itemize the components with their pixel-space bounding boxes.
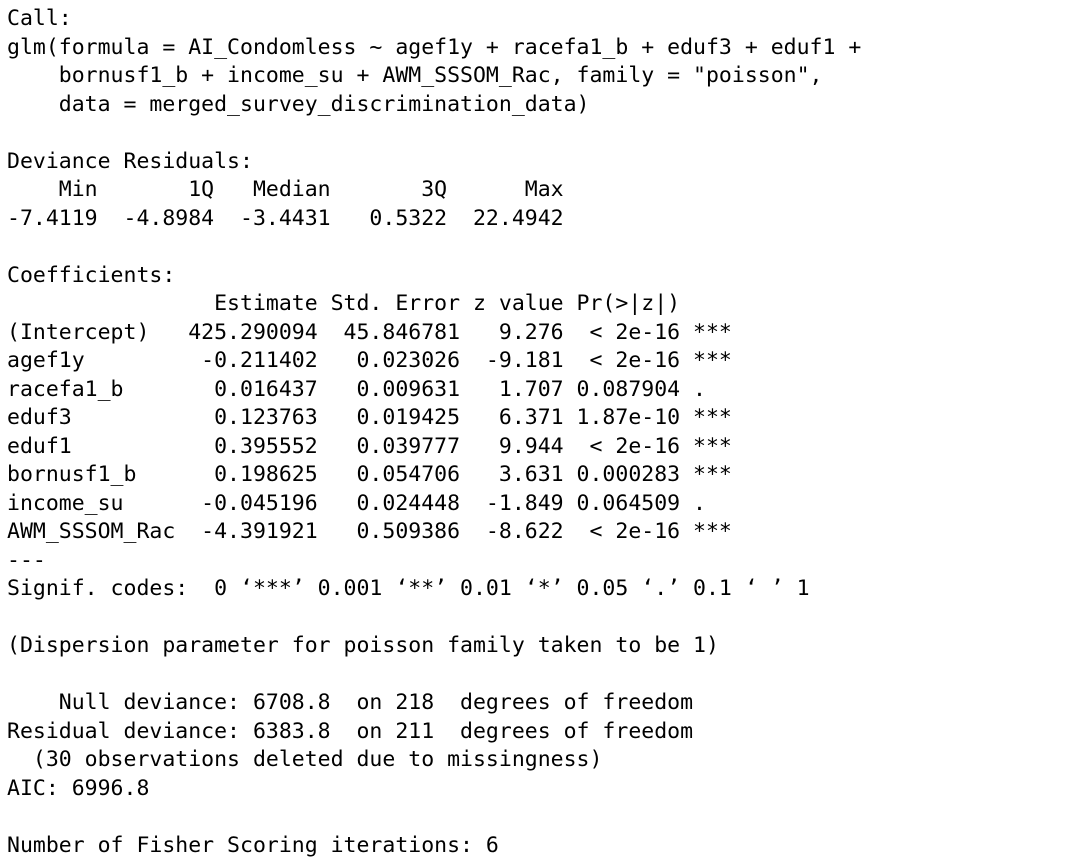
call-header: Call: <box>7 5 1073 34</box>
coefficients-row-racefa1-b: racefa1_b 0.016437 0.009631 1.707 0.0879… <box>7 376 1073 405</box>
deviance-residuals-columns: Min 1Q Median 3Q Max <box>7 176 1073 205</box>
coefficients-row-eduf3: eduf3 0.123763 0.019425 6.371 1.87e-10 *… <box>7 404 1073 433</box>
aic-value: AIC: 6996.8 <box>7 775 1073 804</box>
call-formula-line-3: data = merged_survey_discrimination_data… <box>7 91 1073 120</box>
null-deviance: Null deviance: 6708.8 on 218 degrees of … <box>7 689 1073 718</box>
missingness-note: (30 observations deleted due to missingn… <box>7 746 1073 775</box>
separator-line: --- <box>7 547 1073 576</box>
coefficients-row-income-su: income_su -0.045196 0.024448 -1.849 0.06… <box>7 490 1073 519</box>
dispersion-note: (Dispersion parameter for poisson family… <box>7 632 1073 661</box>
blank-line <box>7 604 1073 633</box>
coefficients-header: Coefficients: <box>7 262 1073 291</box>
blank-line <box>7 233 1073 262</box>
coefficients-row-eduf1: eduf1 0.395552 0.039777 9.944 < 2e-16 **… <box>7 433 1073 462</box>
coefficients-row-awm-sssom-rac: AWM_SSSOM_Rac -4.391921 0.509386 -8.622 … <box>7 518 1073 547</box>
call-formula-line-2: bornusf1_b + income_su + AWM_SSSOM_Rac, … <box>7 62 1073 91</box>
coefficients-row-intercept: (Intercept) 425.290094 45.846781 9.276 <… <box>7 319 1073 348</box>
deviance-residuals-values: -7.4119 -4.8984 -3.4431 0.5322 22.4942 <box>7 205 1073 234</box>
blank-line <box>7 661 1073 690</box>
residual-deviance: Residual deviance: 6383.8 on 211 degrees… <box>7 718 1073 747</box>
coefficients-row-bornusf1-b: bornusf1_b 0.198625 0.054706 3.631 0.000… <box>7 461 1073 490</box>
fisher-scoring-iterations: Number of Fisher Scoring iterations: 6 <box>7 832 1073 860</box>
coefficients-row-agef1y: agef1y -0.211402 0.023026 -9.181 < 2e-16… <box>7 347 1073 376</box>
r-console-output: Call:glm(formula = AI_Condomless ~ agef1… <box>7 5 1073 860</box>
coefficients-table-header: Estimate Std. Error z value Pr(>|z|) <box>7 290 1073 319</box>
blank-line <box>7 119 1073 148</box>
signif-codes: Signif. codes: 0 ‘***’ 0.001 ‘**’ 0.01 ‘… <box>7 575 1073 604</box>
blank-line <box>7 803 1073 832</box>
call-formula-line-1: glm(formula = AI_Condomless ~ agef1y + r… <box>7 34 1073 63</box>
deviance-residuals-header: Deviance Residuals: <box>7 148 1073 177</box>
